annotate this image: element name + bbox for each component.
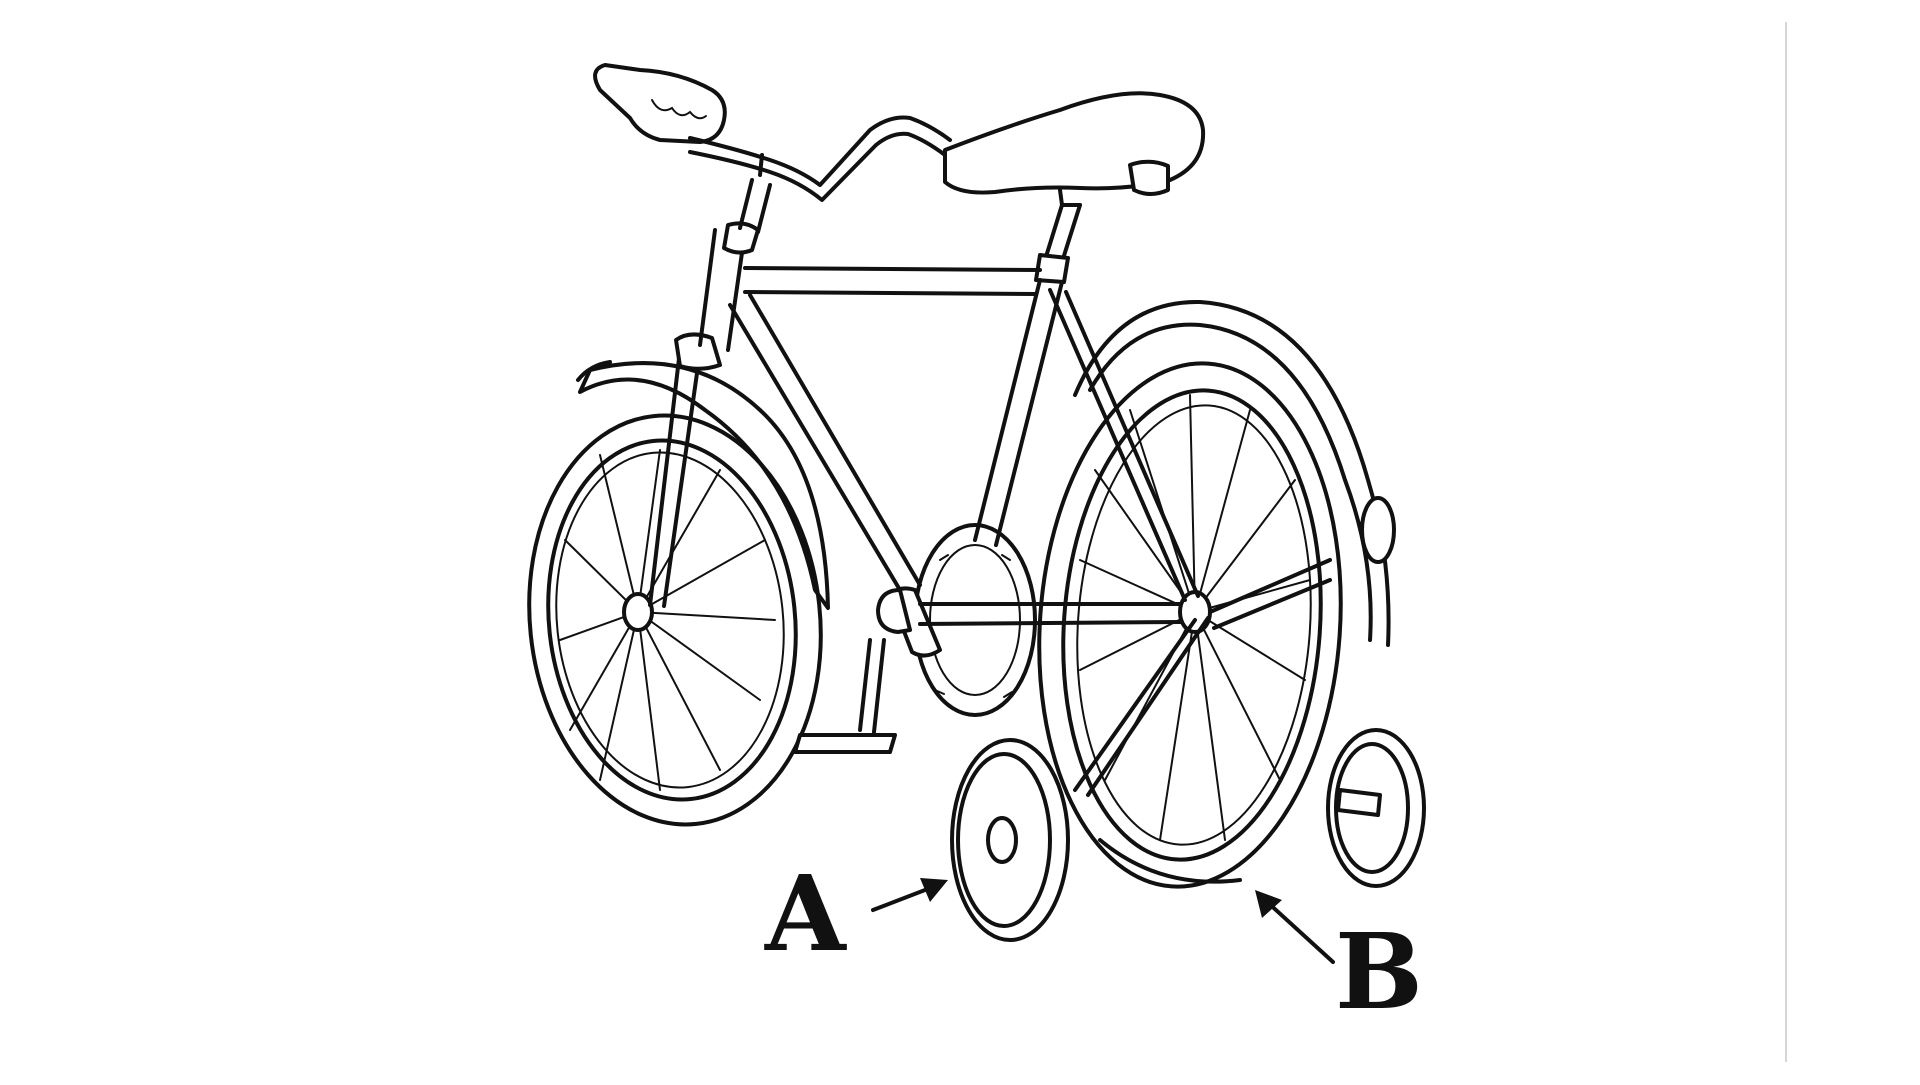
seat-stay — [1048, 288, 1200, 602]
training-wheel-bracket — [1073, 616, 1210, 797]
saddle — [943, 91, 1206, 207]
arrow-b — [1255, 890, 1335, 964]
rear-fender — [1088, 322, 1373, 642]
front-fork — [648, 332, 722, 608]
rear-wheel — [1037, 361, 1343, 889]
handlebar — [593, 63, 952, 202]
reflector — [1360, 496, 1396, 564]
label-b: B — [1335, 910, 1423, 1033]
crank-and-pedal — [793, 586, 942, 754]
top-tube — [743, 266, 1042, 296]
training-wheel-a — [950, 738, 1070, 942]
front-fender — [578, 361, 830, 610]
chain-stay — [918, 602, 1182, 626]
arrow-a — [871, 878, 948, 912]
seat-post — [1043, 203, 1082, 264]
right-edge-rule — [1785, 22, 1787, 1062]
chainring — [913, 523, 1037, 717]
label-a: A — [765, 852, 846, 975]
stem — [738, 178, 772, 234]
down-tube — [728, 293, 922, 592]
training-wheel-right — [1326, 728, 1426, 888]
front-wheel — [527, 413, 823, 827]
seat-tube — [973, 278, 1064, 547]
